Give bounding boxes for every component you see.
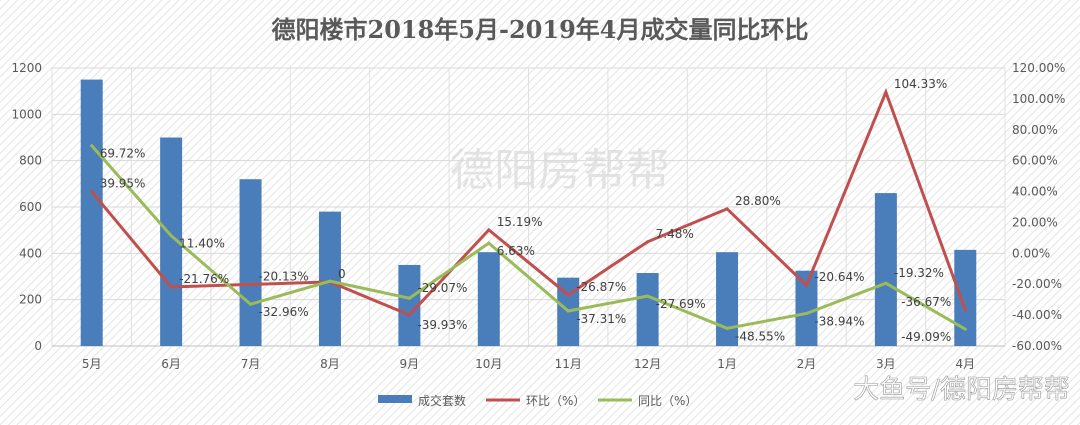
yoy-data-label: -29.07% — [417, 281, 467, 295]
mom-data-label: 39.95% — [100, 177, 146, 191]
right-tick-label: 120.00% — [1012, 61, 1065, 75]
x-tick-label: 10月 — [475, 357, 502, 371]
right-tick-label: 0.00% — [1012, 246, 1050, 260]
legend-label: 成交套数 — [418, 393, 466, 408]
chart-title: 德阳楼市2018年5月-2019年4月成交量同比环比 — [272, 15, 809, 44]
x-tick-label: 2月 — [797, 357, 817, 371]
mom-data-label: 28.80% — [735, 194, 781, 208]
x-tick-label: 4月 — [955, 357, 975, 371]
x-tick-label: 7月 — [241, 357, 261, 371]
bar-9月 — [398, 264, 421, 346]
yoy-point — [90, 144, 94, 148]
bar-6月 — [160, 137, 183, 346]
left-tick-label: 200 — [19, 293, 42, 307]
yoy-data-label: 6.63% — [497, 244, 535, 258]
x-tick-label: 5月 — [82, 357, 102, 371]
yoy-point — [725, 326, 729, 330]
mom-point — [249, 282, 253, 286]
mom-point — [90, 190, 94, 194]
left-tick-label: 800 — [19, 154, 42, 168]
bar-3月 — [874, 193, 897, 346]
bar-8月 — [318, 211, 341, 346]
mom-line — [90, 88, 967, 317]
mom-point — [566, 293, 570, 297]
right-tick-label: -40.00% — [1012, 308, 1062, 322]
right-tick-label: 100.00% — [1012, 92, 1065, 106]
x-tick-label: 3月 — [876, 357, 896, 371]
yoy-point — [249, 302, 253, 306]
yoy-data-label: -48.55% — [735, 329, 785, 343]
x-tick-label: 12月 — [634, 357, 661, 371]
mom-data-label: -20.13% — [259, 269, 309, 283]
bar-4月 — [954, 249, 977, 346]
yoy-point — [646, 294, 650, 298]
right-tick-label: -60.00% — [1012, 339, 1062, 353]
x-tick-label: 8月 — [320, 357, 340, 371]
x-tick-label: 11月 — [555, 357, 582, 371]
left-tick-label: 0 — [34, 339, 42, 353]
yoy-point — [487, 241, 491, 245]
right-tick-label: 40.00% — [1012, 185, 1058, 199]
legend-label: 环比（%） — [526, 394, 585, 408]
yoy-data-label: -32.96% — [259, 305, 309, 319]
mom-point — [407, 313, 411, 317]
left-tick-label: 400 — [19, 246, 42, 260]
yoy-point — [963, 327, 967, 331]
yoy-point — [328, 279, 332, 283]
yoy-point — [566, 309, 570, 313]
legend-label: 同比（%） — [638, 394, 697, 408]
mom-data-label: 7.48% — [656, 227, 694, 241]
mom-data-label: -26.87% — [576, 280, 626, 294]
x-tick-label: 9月 — [400, 357, 420, 371]
mom-data-label: 0 — [338, 267, 346, 281]
yoy-point — [804, 311, 808, 315]
bar-2月 — [795, 270, 818, 346]
yoy-data-label: -19.32% — [894, 266, 944, 280]
yoy-data-label: 69.72% — [100, 147, 146, 161]
yoy-point — [884, 281, 888, 285]
x-tick-label: 6月 — [161, 357, 181, 371]
yoy-data-label: -27.69% — [656, 297, 706, 311]
bar-7月 — [239, 179, 262, 346]
mom-point — [169, 285, 173, 289]
mom-point — [804, 283, 808, 287]
mom-data-label: -21.76% — [179, 272, 229, 286]
left-tick-label: 1000 — [11, 107, 42, 121]
corner-watermark: 大鱼号/德阳房帮帮 — [853, 375, 1070, 405]
mom-data-label: 15.19% — [497, 215, 543, 229]
right-tick-label: 20.00% — [1012, 215, 1058, 229]
yoy-data-label: 11.40% — [179, 237, 225, 251]
yoy-data-label: -37.31% — [576, 312, 626, 326]
center-watermark: 德阳房帮帮 — [450, 145, 670, 196]
yoy-point — [169, 234, 173, 238]
x-tick-label: 1月 — [717, 357, 737, 371]
right-tick-label: -20.00% — [1012, 277, 1062, 291]
yoy-data-label: -38.94% — [814, 314, 864, 328]
bar-10月 — [477, 252, 500, 346]
left-tick-label: 600 — [19, 200, 42, 214]
mom-point — [884, 90, 888, 94]
left-tick-label: 1200 — [11, 61, 42, 75]
yoy-point — [407, 296, 411, 300]
mom-data-label: 104.33% — [894, 77, 947, 91]
right-tick-label: 80.00% — [1012, 123, 1058, 137]
mom-point — [487, 228, 491, 232]
bar-5月 — [80, 79, 103, 346]
bar-12月 — [636, 273, 659, 346]
bar-1月 — [716, 252, 739, 346]
mom-data-label: -36.67% — [901, 295, 951, 309]
mom-point — [963, 308, 967, 312]
mom-data-label: -39.93% — [417, 318, 467, 332]
mom-point — [646, 240, 650, 244]
legend-swatch-bar — [378, 395, 412, 403]
yoy-line — [90, 144, 967, 331]
yoy-data-label: -49.09% — [901, 330, 951, 344]
right-tick-label: 60.00% — [1012, 154, 1058, 168]
mom-point — [725, 207, 729, 211]
mom-data-label: -20.64% — [814, 270, 864, 284]
